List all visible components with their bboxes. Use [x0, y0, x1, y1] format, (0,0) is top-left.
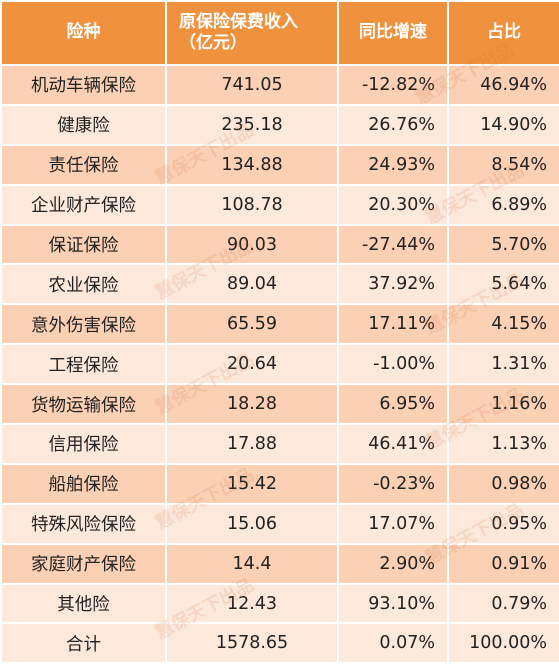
cell-name: 保证保险	[0, 223, 167, 266]
cell-growth: -12.82%	[337, 64, 449, 106]
cell-premium: 12.43	[165, 582, 339, 625]
table-row: 机动车辆保险 741.05 -12.82% 46.94%	[0, 64, 559, 106]
cell-share: 1.31%	[447, 343, 559, 386]
header-share: 占比	[447, 0, 559, 66]
header-insurance-type: 险种	[0, 0, 167, 66]
cell-name: 企业财产保险	[0, 183, 167, 226]
table-row: 责任保险 134.88 24.93% 8.54%	[0, 143, 559, 186]
table-row: 保证保险 90.03 -27.44% 5.70%	[0, 223, 559, 266]
cell-premium: 235.18	[165, 103, 339, 146]
header-premium-line1: 原保险保费收入	[179, 11, 298, 32]
cell-share: 0.91%	[447, 542, 559, 585]
cell-growth: 20.30%	[337, 183, 449, 226]
header-premium-line2: （亿元）	[179, 33, 247, 53]
cell-premium: 18.28	[165, 383, 339, 426]
cell-premium: 20.64	[165, 343, 339, 386]
cell-growth: 17.11%	[337, 303, 449, 346]
cell-name: 意外伤害保险	[0, 303, 167, 346]
table-row: 其他险 12.43 93.10% 0.79%	[0, 582, 559, 625]
table-row: 农业保险 89.04 37.92% 5.64%	[0, 263, 559, 306]
cell-share: 4.15%	[447, 303, 559, 346]
cell-name: 机动车辆保险	[0, 64, 167, 106]
cell-name: 船舶保险	[0, 462, 167, 505]
table-row: 信用保险 17.88 46.41% 1.13%	[0, 423, 559, 465]
cell-growth: -27.44%	[337, 223, 449, 266]
table-row: 特殊风险保险 15.06 17.07% 0.95%	[0, 502, 559, 545]
cell-name: 信用保险	[0, 423, 167, 465]
cell-growth: -1.00%	[337, 343, 449, 386]
cell-growth: -0.23%	[337, 462, 449, 505]
total-row: 合计 1578.65 0.07% 100.00%	[0, 622, 559, 664]
table-row: 工程保险 20.64 -1.00% 1.31%	[0, 343, 559, 386]
cell-premium: 15.42	[165, 462, 339, 505]
table-row: 船舶保险 15.42 -0.23% 0.98%	[0, 462, 559, 505]
cell-share: 1.13%	[447, 423, 559, 465]
cell-share: 46.94%	[447, 64, 559, 106]
cell-growth: 93.10%	[337, 582, 449, 625]
cell-premium: 741.05	[165, 64, 339, 106]
table-row: 货物运输保险 18.28 6.95% 1.16%	[0, 383, 559, 426]
cell-premium: 17.88	[165, 423, 339, 465]
cell-name: 农业保险	[0, 263, 167, 306]
total-premium: 1578.65	[165, 622, 339, 664]
total-growth: 0.07%	[337, 622, 449, 664]
cell-name: 其他险	[0, 582, 167, 625]
table-row: 家庭财产保险 14.4 2.90% 0.91%	[0, 542, 559, 585]
cell-growth: 6.95%	[337, 383, 449, 426]
cell-premium: 89.04	[165, 263, 339, 306]
cell-name: 责任保险	[0, 143, 167, 186]
cell-share: 0.79%	[447, 582, 559, 625]
cell-growth: 24.93%	[337, 143, 449, 186]
table-row: 意外伤害保险 65.59 17.11% 4.15%	[0, 303, 559, 346]
table-body: 机动车辆保险 741.05 -12.82% 46.94% 健康险 235.18 …	[0, 64, 559, 664]
cell-premium: 134.88	[165, 143, 339, 186]
cell-share: 6.89%	[447, 183, 559, 226]
cell-share: 8.54%	[447, 143, 559, 186]
cell-growth: 37.92%	[337, 263, 449, 306]
cell-share: 5.70%	[447, 223, 559, 266]
total-name: 合计	[0, 622, 167, 664]
header-premium: 原保险保费收入 （亿元）	[165, 0, 339, 66]
cell-premium: 15.06	[165, 502, 339, 545]
header-growth: 同比增速	[337, 0, 449, 66]
cell-share: 5.64%	[447, 263, 559, 306]
cell-name: 特殊风险保险	[0, 502, 167, 545]
cell-growth: 17.07%	[337, 502, 449, 545]
cell-growth: 26.76%	[337, 103, 449, 146]
cell-share: 0.98%	[447, 462, 559, 505]
cell-premium: 108.78	[165, 183, 339, 226]
cell-premium: 14.4	[165, 542, 339, 585]
cell-name: 健康险	[0, 103, 167, 146]
header-row: 险种 原保险保费收入 （亿元） 同比增速 占比	[0, 0, 559, 66]
cell-share: 14.90%	[447, 103, 559, 146]
cell-growth: 2.90%	[337, 542, 449, 585]
cell-share: 1.16%	[447, 383, 559, 426]
cell-name: 家庭财产保险	[0, 542, 167, 585]
cell-name: 货物运输保险	[0, 383, 167, 426]
total-share: 100.00%	[447, 622, 559, 664]
cell-premium: 90.03	[165, 223, 339, 266]
cell-name: 工程保险	[0, 343, 167, 386]
table-row: 企业财产保险 108.78 20.30% 6.89%	[0, 183, 559, 226]
cell-growth: 46.41%	[337, 423, 449, 465]
cell-premium: 65.59	[165, 303, 339, 346]
cell-share: 0.95%	[447, 502, 559, 545]
table-row: 健康险 235.18 26.76% 14.90%	[0, 103, 559, 146]
